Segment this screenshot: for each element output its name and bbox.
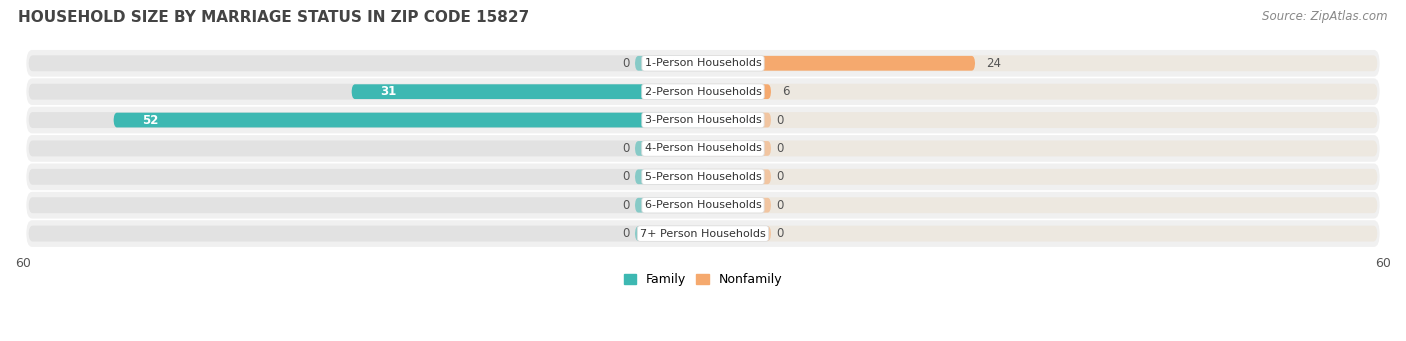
FancyBboxPatch shape bbox=[27, 78, 1379, 105]
FancyBboxPatch shape bbox=[703, 140, 1378, 157]
FancyBboxPatch shape bbox=[636, 226, 703, 241]
Text: 52: 52 bbox=[142, 114, 159, 127]
FancyBboxPatch shape bbox=[636, 198, 703, 212]
Text: 24: 24 bbox=[987, 57, 1001, 70]
FancyBboxPatch shape bbox=[703, 84, 1378, 100]
FancyBboxPatch shape bbox=[27, 50, 1379, 77]
FancyBboxPatch shape bbox=[703, 226, 770, 241]
FancyBboxPatch shape bbox=[703, 113, 770, 128]
Text: 0: 0 bbox=[776, 199, 785, 212]
FancyBboxPatch shape bbox=[703, 169, 1378, 185]
Text: 5-Person Households: 5-Person Households bbox=[644, 172, 762, 182]
FancyBboxPatch shape bbox=[27, 220, 1379, 247]
Text: 1-Person Households: 1-Person Households bbox=[644, 58, 762, 68]
FancyBboxPatch shape bbox=[27, 107, 1379, 133]
Text: HOUSEHOLD SIZE BY MARRIAGE STATUS IN ZIP CODE 15827: HOUSEHOLD SIZE BY MARRIAGE STATUS IN ZIP… bbox=[18, 10, 530, 25]
FancyBboxPatch shape bbox=[703, 226, 1378, 241]
Text: 0: 0 bbox=[776, 170, 785, 183]
Text: 6-Person Households: 6-Person Households bbox=[644, 200, 762, 210]
FancyBboxPatch shape bbox=[28, 197, 703, 213]
FancyBboxPatch shape bbox=[27, 163, 1379, 190]
Text: 6: 6 bbox=[782, 85, 790, 98]
Text: Source: ZipAtlas.com: Source: ZipAtlas.com bbox=[1263, 10, 1388, 23]
FancyBboxPatch shape bbox=[28, 112, 703, 128]
FancyBboxPatch shape bbox=[703, 198, 770, 212]
FancyBboxPatch shape bbox=[703, 141, 770, 156]
FancyBboxPatch shape bbox=[703, 169, 770, 184]
FancyBboxPatch shape bbox=[636, 141, 703, 156]
FancyBboxPatch shape bbox=[703, 112, 1378, 128]
Text: 0: 0 bbox=[776, 227, 785, 240]
FancyBboxPatch shape bbox=[114, 113, 703, 128]
FancyBboxPatch shape bbox=[703, 56, 974, 71]
Text: 0: 0 bbox=[621, 142, 630, 155]
Text: 0: 0 bbox=[776, 142, 785, 155]
FancyBboxPatch shape bbox=[703, 84, 770, 99]
Text: 0: 0 bbox=[621, 227, 630, 240]
FancyBboxPatch shape bbox=[28, 140, 703, 157]
FancyBboxPatch shape bbox=[28, 84, 703, 100]
Text: 0: 0 bbox=[621, 170, 630, 183]
FancyBboxPatch shape bbox=[28, 169, 703, 185]
FancyBboxPatch shape bbox=[28, 55, 703, 71]
FancyBboxPatch shape bbox=[27, 192, 1379, 219]
FancyBboxPatch shape bbox=[28, 226, 703, 241]
FancyBboxPatch shape bbox=[636, 169, 703, 184]
Text: 0: 0 bbox=[621, 57, 630, 70]
Text: 3-Person Households: 3-Person Households bbox=[644, 115, 762, 125]
Text: 2-Person Households: 2-Person Households bbox=[644, 87, 762, 97]
Text: 4-Person Households: 4-Person Households bbox=[644, 144, 762, 153]
Text: 0: 0 bbox=[621, 199, 630, 212]
FancyBboxPatch shape bbox=[352, 84, 703, 99]
Text: 7+ Person Households: 7+ Person Households bbox=[640, 228, 766, 239]
FancyBboxPatch shape bbox=[636, 56, 703, 71]
Legend: Family, Nonfamily: Family, Nonfamily bbox=[619, 268, 787, 292]
FancyBboxPatch shape bbox=[703, 197, 1378, 213]
FancyBboxPatch shape bbox=[703, 55, 1378, 71]
Text: 0: 0 bbox=[776, 114, 785, 127]
FancyBboxPatch shape bbox=[27, 135, 1379, 162]
Text: 31: 31 bbox=[380, 85, 396, 98]
